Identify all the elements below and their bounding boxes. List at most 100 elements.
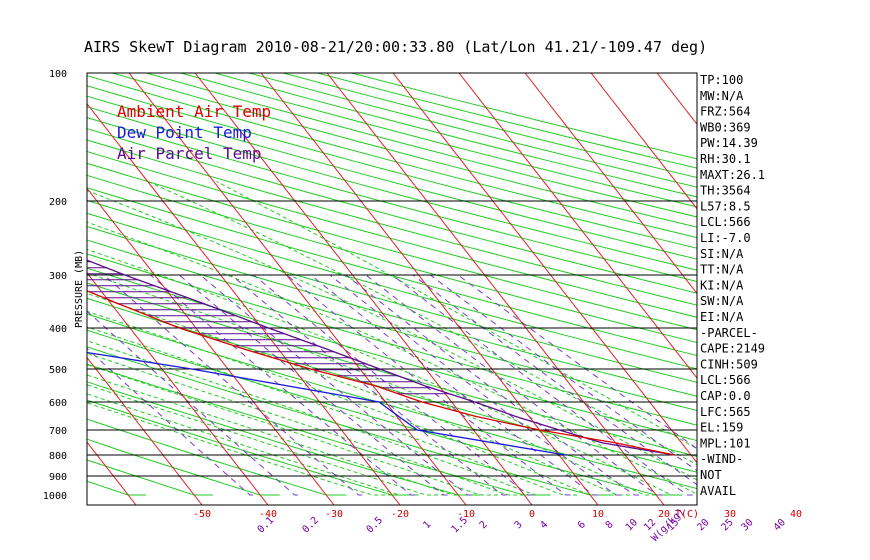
mixing-ratio-tick-label: 4 [538, 519, 550, 531]
isotherm [87, 441, 137, 505]
index-value: MPL:101 [700, 436, 751, 450]
moist-adiabat [87, 248, 683, 496]
index-value: LI:-7.0 [700, 231, 751, 245]
moist-adiabat [87, 393, 419, 496]
pressure-tick-label: 1000 [43, 491, 67, 502]
dry-adiabat [0, 73, 12, 495]
isotherm [0, 73, 70, 505]
index-value: SW:N/A [700, 294, 744, 308]
isotherm [87, 102, 401, 505]
mixing-ratio-tick-label: 8 [604, 519, 616, 531]
legend-ambient: Ambient Air Temp [117, 102, 271, 121]
index-value: -PARCEL- [700, 326, 758, 340]
mixing-ratio-line [365, 274, 663, 496]
dry-adiabat [87, 150, 697, 318]
dry-adiabat [87, 329, 681, 496]
moist-adiabat [87, 190, 697, 481]
index-value: MAXT:26.1 [700, 168, 765, 182]
mixing-ratio-line [150, 274, 415, 496]
dry-adiabat [87, 106, 697, 271]
moist-adiabat [87, 340, 551, 496]
mixing-ratio-line [286, 274, 571, 496]
legend: Ambient Air Temp Dew Point Temp Air Parc… [117, 102, 271, 163]
dry-adiabat [87, 239, 697, 412]
moist-adiabat [87, 326, 577, 496]
isotherm [326, 73, 665, 505]
dry-adiabat [87, 438, 280, 496]
isotherm [656, 73, 697, 126]
pressure-tick-label: 300 [49, 271, 67, 282]
moist-adiabat [87, 310, 604, 496]
mixing-ratio-line [199, 274, 472, 496]
dry-adiabat [87, 346, 614, 496]
pressure-tick-label: 500 [49, 365, 67, 376]
index-value: LFC:565 [700, 405, 751, 419]
dry-adiabat [317, 73, 697, 169]
index-value: NOT [700, 468, 722, 482]
bottom-temp-tick-label: 40 [790, 509, 802, 520]
dry-adiabat [0, 73, 79, 495]
ambient-temp-profile [87, 290, 675, 456]
index-value: CAPE:2149 [700, 342, 765, 356]
bottom-temp-tick-label: -40 [259, 509, 277, 520]
index-value: WB0:369 [700, 120, 751, 134]
dry-adiabat [87, 282, 697, 457]
bottom-temp-tick-label: 0 [529, 509, 535, 520]
dry-adiabat [87, 381, 481, 496]
mixing-ratio-line [87, 347, 253, 496]
isotherm [392, 73, 697, 464]
dry-adiabat [87, 418, 347, 496]
dry-adiabat [87, 267, 697, 442]
pressure-tick-label: 400 [49, 324, 67, 335]
isotherm [0, 73, 4, 505]
pressure-tick-label: 600 [49, 398, 67, 409]
mixing-ratio-tick-label: 3 [513, 519, 525, 531]
mixing-ratio-tick-label: 0.2 [300, 515, 321, 536]
index-value: CINH:509 [700, 357, 758, 371]
legend-parcel: Air Parcel Temp [117, 144, 262, 163]
isotherm [87, 272, 269, 505]
isotherm [524, 73, 697, 295]
plot-frame [86, 72, 698, 506]
dry-adiabat [87, 225, 697, 397]
index-value: PW:14.39 [700, 136, 758, 150]
isotherm [194, 73, 533, 505]
pressure-tick-label: 700 [49, 426, 67, 437]
dry-adiabat [87, 313, 697, 490]
parcel-profile [87, 259, 675, 456]
x-axis-label: T(C) [675, 509, 699, 520]
moist-adiabat [87, 364, 498, 496]
mixing-ratio-tick-label: 0.5 [365, 515, 386, 536]
mixing-ratio-line [329, 274, 621, 496]
dry-adiabat [248, 73, 697, 188]
moist-adiabat [87, 374, 472, 496]
bottom-temp-tick-label: 20 [658, 509, 670, 520]
mixing-ratio-line [178, 274, 448, 496]
isotherm [87, 356, 203, 505]
isotherm [260, 73, 599, 505]
moist-adiabat [87, 221, 697, 495]
pressure-tick-label: 900 [49, 472, 67, 483]
moist-adiabat [87, 402, 393, 496]
index-value: AVAIL [700, 484, 736, 498]
dry-adiabat [87, 95, 697, 260]
index-value: TP:100 [700, 73, 743, 87]
dry-adiabat [283, 73, 697, 179]
index-value: SI:N/A [700, 247, 744, 261]
dry-adiabat [87, 459, 213, 496]
moist-adiabat [87, 384, 445, 496]
pressure-tick-label: 800 [49, 451, 67, 462]
bottom-temp-tick-label: -20 [391, 509, 409, 520]
dry-adiabat [87, 199, 697, 370]
legend-dewpoint: Dew Point Temp [117, 123, 252, 142]
mixing-ratio-line [310, 274, 599, 496]
y-axis-label: PRESSURE (MB) [74, 250, 85, 328]
dry-adiabat [87, 139, 697, 306]
index-value: LCL:566 [700, 373, 751, 387]
dry-adiabat [87, 128, 697, 294]
mixing-ratio-line [103, 274, 363, 496]
mixing-ratio-tick-label: 2 [478, 519, 490, 531]
dry-adiabat [87, 162, 697, 331]
mixing-ratio-tick-label: 1 [421, 519, 433, 531]
